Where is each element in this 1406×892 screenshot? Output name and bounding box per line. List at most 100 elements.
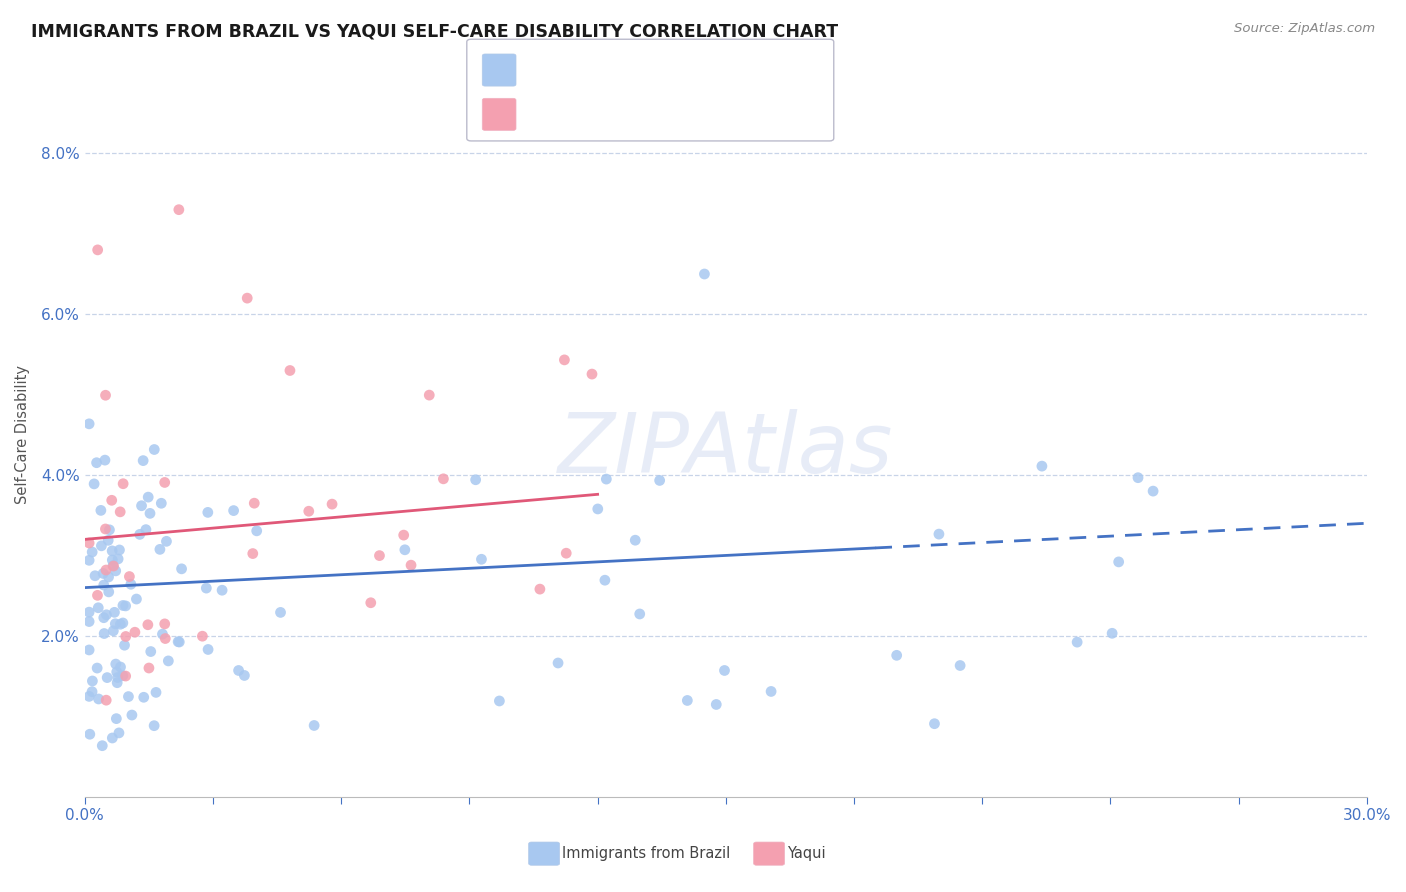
Point xyxy=(93,610,115,624)
Point xyxy=(949,658,972,673)
Point xyxy=(114,630,136,644)
Point xyxy=(94,453,117,467)
Point xyxy=(96,607,118,622)
Text: 0.179: 0.179 xyxy=(557,103,609,120)
Point xyxy=(103,605,125,619)
Point xyxy=(243,496,266,510)
Text: R =: R = xyxy=(522,103,558,120)
Point xyxy=(488,694,510,708)
Point xyxy=(118,569,141,583)
Point xyxy=(131,499,153,513)
Point xyxy=(195,581,218,595)
Point xyxy=(648,474,671,488)
Point xyxy=(124,625,146,640)
Point xyxy=(360,596,382,610)
Point xyxy=(114,638,136,652)
Point xyxy=(135,523,157,537)
Point xyxy=(86,588,108,602)
Point xyxy=(553,352,575,367)
Point xyxy=(143,442,166,457)
Point xyxy=(624,533,647,548)
Point xyxy=(93,626,115,640)
Point xyxy=(104,616,127,631)
Point xyxy=(103,624,125,638)
Point xyxy=(101,731,124,745)
Point xyxy=(77,417,100,431)
Point xyxy=(77,605,100,619)
Point xyxy=(693,267,716,281)
Point xyxy=(108,726,131,740)
Point xyxy=(167,634,190,648)
Text: 112: 112 xyxy=(672,60,707,78)
Point xyxy=(236,291,259,305)
Point xyxy=(155,534,177,549)
Point xyxy=(581,367,603,381)
Point xyxy=(77,553,100,567)
Point xyxy=(464,473,486,487)
Point xyxy=(90,503,112,517)
Point xyxy=(117,690,139,704)
Point xyxy=(86,243,108,257)
Point xyxy=(94,563,117,577)
Point xyxy=(87,600,110,615)
Point xyxy=(94,388,117,402)
Point xyxy=(97,585,120,599)
Point xyxy=(120,577,142,591)
Point xyxy=(170,562,193,576)
Point xyxy=(759,684,782,698)
Point xyxy=(103,559,125,574)
Point xyxy=(628,607,651,621)
Point xyxy=(77,643,100,657)
Text: Immigrants from Brazil: Immigrants from Brazil xyxy=(562,847,731,861)
Point xyxy=(105,675,128,690)
Point xyxy=(121,708,143,723)
Point xyxy=(77,615,100,629)
Point xyxy=(111,615,134,630)
Point xyxy=(368,549,391,563)
Point xyxy=(114,669,136,683)
Point xyxy=(302,718,325,732)
Point xyxy=(197,642,219,657)
Point xyxy=(676,693,699,707)
Point xyxy=(101,553,124,567)
Point xyxy=(152,627,174,641)
Point xyxy=(79,727,101,741)
Point xyxy=(150,496,173,510)
Point xyxy=(143,719,166,733)
Text: Yaqui: Yaqui xyxy=(787,847,825,861)
Point xyxy=(197,505,219,519)
Point xyxy=(128,527,150,541)
Point xyxy=(96,693,118,707)
Point xyxy=(191,629,214,643)
Point xyxy=(139,644,162,658)
Point xyxy=(110,617,132,632)
Point xyxy=(87,692,110,706)
Point xyxy=(94,522,117,536)
Text: ZIPAtlas: ZIPAtlas xyxy=(558,409,893,490)
Point xyxy=(138,661,160,675)
Point xyxy=(101,544,124,558)
Point xyxy=(112,476,135,491)
Point xyxy=(91,739,114,753)
Point xyxy=(242,547,264,561)
Point xyxy=(82,545,104,559)
Point xyxy=(107,671,129,685)
Point xyxy=(298,504,321,518)
Text: R =: R = xyxy=(522,60,558,78)
Text: 38: 38 xyxy=(672,103,695,120)
Point xyxy=(924,716,946,731)
Point xyxy=(83,476,105,491)
Point xyxy=(145,685,167,699)
Point xyxy=(399,558,422,573)
Point xyxy=(125,592,148,607)
Text: Source: ZipAtlas.com: Source: ZipAtlas.com xyxy=(1234,22,1375,36)
Point xyxy=(98,523,121,537)
Point xyxy=(593,573,616,587)
Point xyxy=(586,502,609,516)
Point xyxy=(108,505,131,519)
Point xyxy=(928,527,950,541)
Point xyxy=(169,635,191,649)
Point xyxy=(136,617,159,632)
Point xyxy=(82,673,104,688)
Point xyxy=(136,490,159,504)
